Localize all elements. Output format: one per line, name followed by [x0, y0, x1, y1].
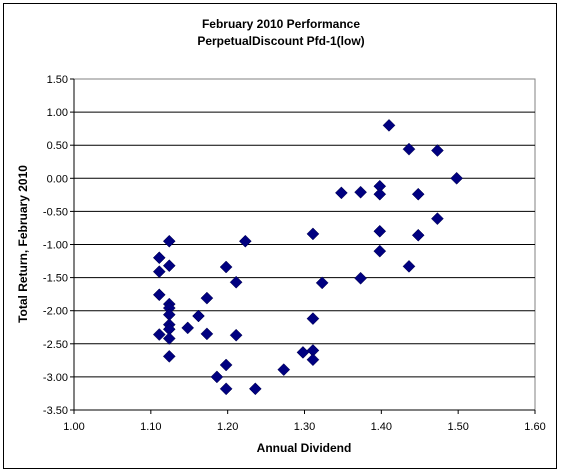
- data-point: [219, 260, 233, 274]
- data-point: [200, 291, 214, 305]
- chart-subtitle: PerpetualDiscount Pfd-1(low): [197, 34, 364, 48]
- y-tick-label: -1.50: [43, 273, 68, 285]
- y-tick-label: 0.00: [47, 173, 68, 185]
- data-point: [382, 118, 396, 132]
- y-tick-label: 1.00: [47, 107, 68, 119]
- data-point: [335, 186, 348, 200]
- x-tick-label: 1.60: [524, 421, 545, 433]
- data-point: [306, 312, 320, 325]
- data-point: [238, 234, 252, 248]
- data-point: [315, 276, 329, 290]
- y-tick-label: -3.50: [43, 405, 68, 417]
- tick-labels: 1.50 1.00 0.50 0.00 -0.50 -1.00 -1.50 -2.00 -2.5…: [43, 74, 546, 433]
- data-point: [162, 350, 176, 363]
- data-point: [162, 234, 176, 248]
- data-point: [373, 244, 387, 258]
- data-point: [181, 321, 195, 335]
- x-tick-label: 1.30: [294, 421, 315, 433]
- data-point: [411, 228, 425, 242]
- y-tick-label: -2.00: [43, 306, 68, 318]
- x-axis-label: Annual Dividend: [257, 441, 352, 455]
- data-point: [411, 187, 425, 201]
- data-point: [354, 271, 367, 285]
- data-points: [152, 118, 463, 396]
- data-point: [229, 328, 243, 342]
- y-tick-label: -1.00: [43, 240, 68, 252]
- grid-lines: [74, 111, 535, 378]
- data-point: [152, 288, 166, 302]
- data-point: [219, 358, 233, 372]
- data-point: [402, 259, 416, 273]
- data-point: [402, 142, 416, 156]
- data-point: [450, 171, 463, 185]
- data-point: [354, 185, 367, 199]
- data-point: [192, 309, 205, 323]
- data-point: [277, 363, 291, 376]
- data-point: [162, 332, 176, 345]
- y-tick-label: -2.50: [43, 339, 68, 351]
- data-point: [373, 224, 387, 238]
- data-point: [306, 227, 320, 241]
- data-point: [210, 370, 224, 384]
- data-point: [152, 265, 166, 278]
- y-tick-label: 0.50: [47, 140, 68, 152]
- data-point: [200, 327, 214, 341]
- axes: [70, 78, 536, 414]
- data-point: [229, 275, 243, 289]
- data-point: [248, 382, 262, 396]
- x-tick-label: 1.10: [140, 421, 161, 433]
- data-point: [162, 259, 176, 273]
- y-tick-label: -0.50: [43, 206, 68, 218]
- data-point: [373, 187, 387, 201]
- data-point: [219, 382, 233, 396]
- y-axis-label: Total Return, February 2010: [16, 165, 30, 323]
- data-point: [152, 251, 166, 265]
- x-tick-label: 1.20: [217, 421, 238, 433]
- chart-title: February 2010 Performance: [202, 17, 360, 31]
- x-tick-label: 1.40: [371, 421, 392, 433]
- data-point: [152, 328, 166, 341]
- x-tick-label: 1.00: [63, 421, 84, 433]
- data-point: [431, 212, 444, 226]
- y-tick-label: -3.00: [43, 372, 68, 384]
- x-tick-label: 1.50: [447, 421, 468, 433]
- data-point: [431, 144, 444, 157]
- y-tick-label: 1.50: [47, 74, 68, 86]
- data-point: [306, 353, 320, 367]
